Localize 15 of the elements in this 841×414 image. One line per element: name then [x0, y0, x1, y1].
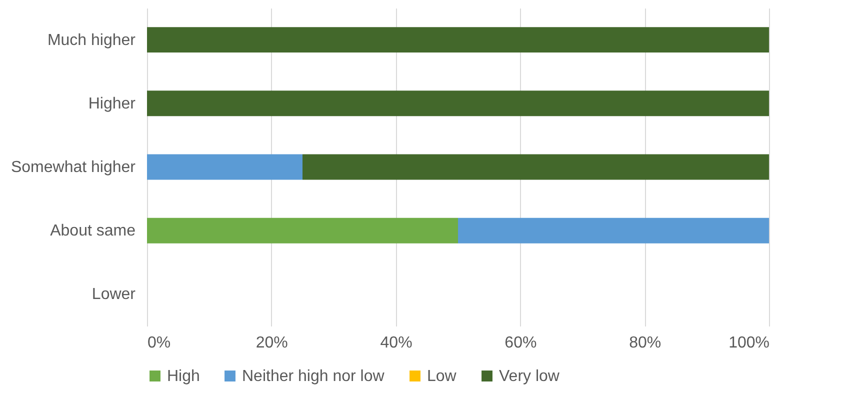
legend-label: Very low	[499, 368, 560, 385]
y-tick-label: Higher	[88, 95, 136, 112]
y-tick-label: Lower	[92, 286, 136, 304]
legend-label: High	[167, 368, 200, 385]
legend-label: Neither high nor low	[242, 368, 385, 385]
x-tick-label: 20%	[256, 334, 288, 352]
y-tick-label: Much higher	[47, 32, 136, 49]
y-tick-label: About same	[50, 222, 136, 240]
x-tick-label: 0%	[148, 334, 171, 352]
x-tick-label: 100%	[728, 334, 770, 352]
y-tick-label: Somewhat higher	[10, 159, 136, 176]
x-tick-label: 80%	[629, 334, 662, 352]
x-tick-label: 60%	[504, 334, 537, 352]
legend-label: Low	[427, 368, 457, 385]
x-tick-label: 40%	[380, 334, 412, 352]
